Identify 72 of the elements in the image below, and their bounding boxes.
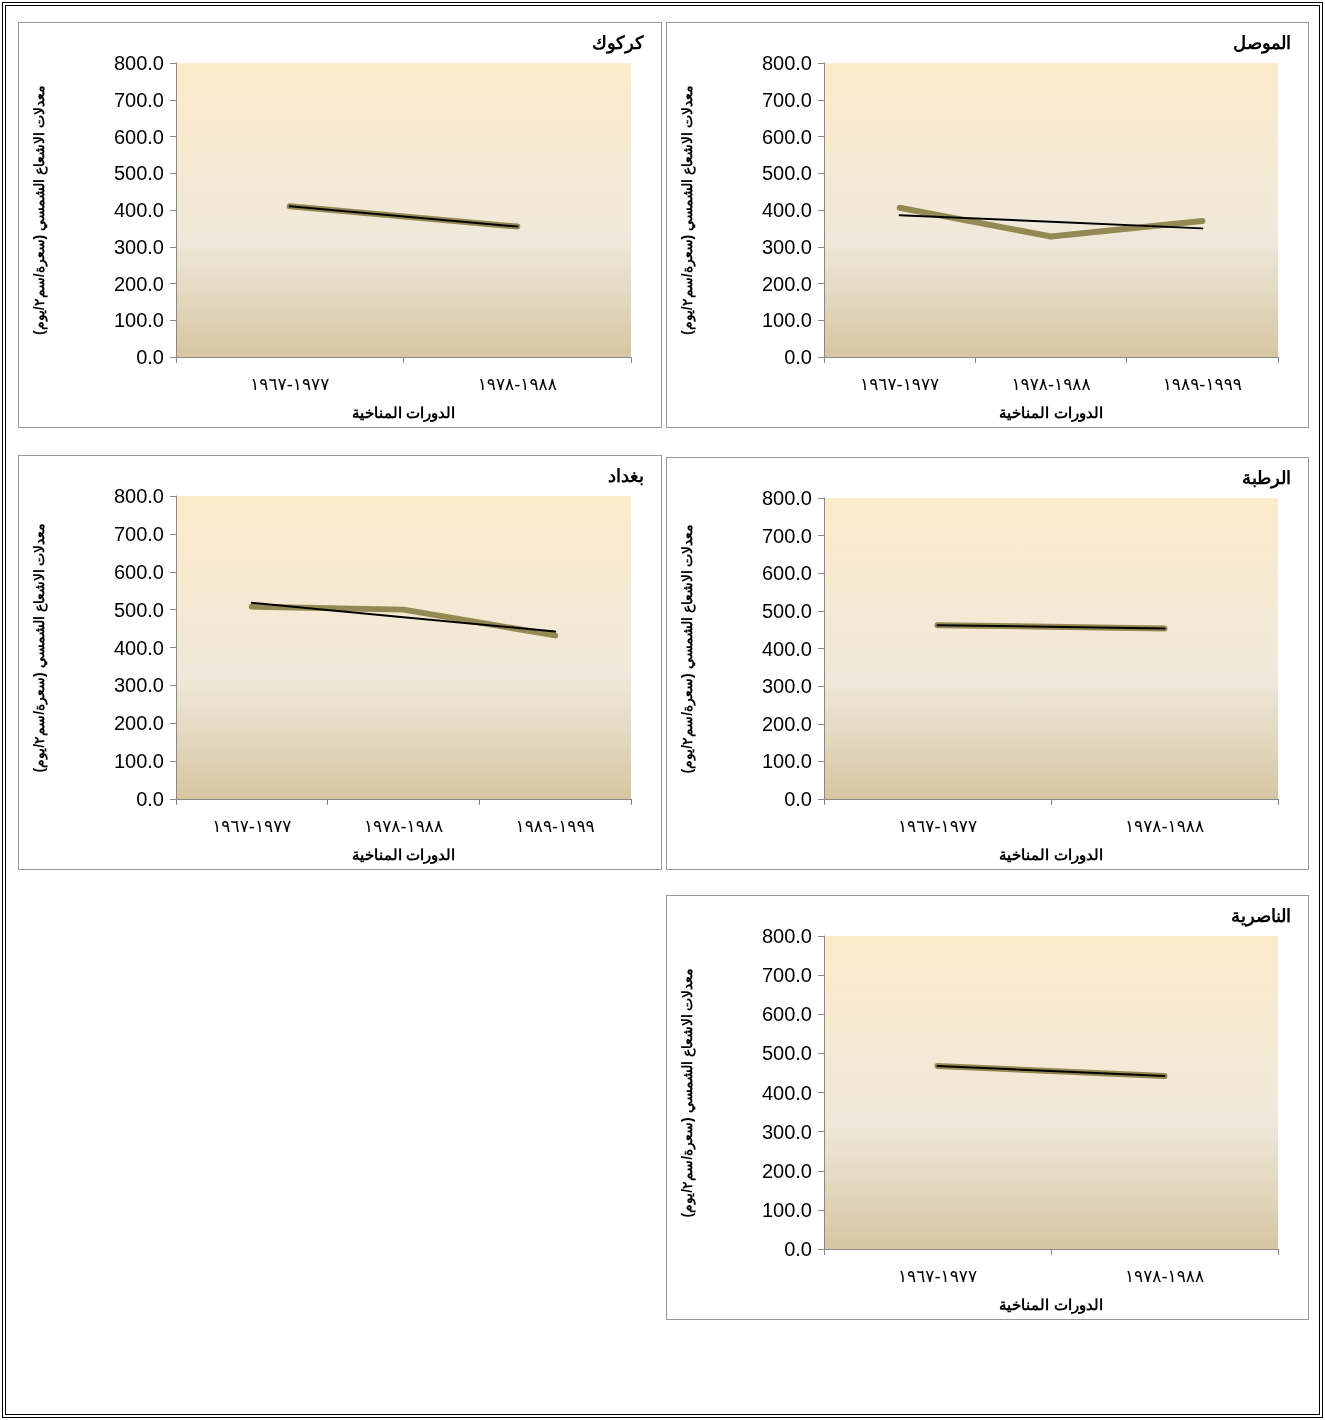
y-tick-label: 400.0 (761, 199, 812, 221)
chart-title: كركوك (592, 33, 644, 54)
y-tick-label: 200.0 (113, 712, 164, 735)
y-tick-label: 0.0 (784, 346, 812, 368)
x-axis-title: الدورات المناخية (999, 846, 1103, 864)
y-tick-label: 400.0 (761, 637, 812, 660)
y-tick-label: 600.0 (761, 1003, 812, 1026)
y-axis-title: معدلات الاشعاع الشمسي (سعرة/سم٢/يوم) (679, 85, 696, 335)
y-tick-label: 500.0 (761, 162, 812, 185)
y-tick-label: 500.0 (113, 598, 164, 621)
y-tick-label: 700.0 (113, 522, 164, 545)
y-tick-label: 200.0 (113, 272, 164, 295)
y-tick-label: 600.0 (113, 125, 164, 148)
y-tick-label: 200.0 (761, 272, 812, 295)
y-tick-label: 100.0 (761, 1198, 812, 1221)
x-axis-title: الدورات المناخية (351, 404, 456, 422)
y-tick-label: 600.0 (761, 562, 812, 585)
x-tick-label: ١٩٨٩-١٩٩٩ (1162, 373, 1242, 394)
x-tick-label: ١٩٧٨-١٩٨٨ (363, 815, 444, 836)
y-tick-label: 0.0 (784, 1238, 812, 1260)
y-tick-label: 800.0 (761, 487, 812, 509)
y-tick-label: 300.0 (761, 675, 812, 698)
chart-title: الموصل (1233, 33, 1291, 54)
x-tick-label: ١٩٦٧-١٩٧٧ (212, 815, 292, 836)
y-axis-title: معدلات الاشعاع الشمسي (سعرة/سم٢/يوم) (31, 522, 48, 773)
y-tick-label: 400.0 (113, 636, 164, 659)
y-tick-label: 600.0 (761, 125, 812, 148)
y-tick-label: 800.0 (113, 52, 164, 74)
y-tick-label: 300.0 (761, 1120, 812, 1143)
y-tick-label: 700.0 (761, 964, 812, 987)
x-tick-label: ١٩٧٨-١٩٨٨ (1124, 815, 1205, 836)
y-axis-title: معدلات الاشعاع الشمسي (سعرة/سم٢/يوم) (31, 85, 48, 335)
y-tick-label: 200.0 (761, 1159, 812, 1182)
chart-title: بغداد (608, 466, 644, 486)
y-tick-label: 700.0 (761, 524, 812, 547)
x-tick-label: ١٩٦٧-١٩٧٧ (897, 1265, 978, 1286)
y-tick-label: 800.0 (113, 485, 164, 507)
y-tick-label: 800.0 (761, 925, 812, 947)
y-tick-label: 100.0 (761, 750, 812, 773)
x-axis-title: الدورات المناخية (999, 404, 1103, 422)
y-tick-label: 300.0 (113, 674, 164, 697)
y-tick-label: 500.0 (761, 1042, 812, 1065)
y-tick-label: 300.0 (113, 235, 164, 258)
x-tick-label: ١٩٨٩-١٩٩٩ (515, 815, 595, 836)
x-tick-label: ١٩٧٨-١٩٨٨ (477, 373, 557, 394)
y-tick-label: 100.0 (113, 309, 164, 332)
y-axis-title: معدلات الاشعاع الشمسي (سعرة/سم٢/يوم) (679, 523, 696, 774)
x-tick-label: ١٩٦٧-١٩٧٧ (860, 373, 940, 394)
y-tick-label: 0.0 (784, 788, 812, 810)
x-tick-label: ١٩٧٨-١٩٨٨ (1124, 1265, 1205, 1286)
y-tick-label: 800.0 (761, 52, 812, 74)
chart-title: الناصرية (1231, 906, 1291, 927)
y-tick-label: 0.0 (136, 788, 164, 810)
y-tick-label: 300.0 (761, 235, 812, 258)
y-tick-label: 400.0 (113, 199, 164, 221)
x-axis-title: الدورات المناخية (999, 1296, 1103, 1314)
y-tick-label: 700.0 (113, 88, 164, 111)
y-tick-label: 400.0 (761, 1081, 812, 1104)
y-tick-label: 700.0 (761, 88, 812, 111)
x-tick-label: ١٩٦٧-١٩٧٧ (250, 373, 330, 394)
x-tick-label: ١٩٦٧-١٩٧٧ (897, 815, 978, 836)
chart-title: الرطبة (1242, 468, 1291, 489)
y-tick-label: 200.0 (761, 712, 812, 735)
x-tick-label: ١٩٧٨-١٩٨٨ (1011, 373, 1091, 394)
y-tick-label: 100.0 (113, 750, 164, 773)
y-tick-label: 100.0 (761, 309, 812, 332)
x-axis-title: الدورات المناخية (351, 846, 456, 864)
y-tick-label: 0.0 (136, 346, 164, 368)
y-axis-title: معدلات الاشعاع الشمسي (سعرة/سم٢/يوم) (679, 967, 696, 1218)
y-tick-label: 600.0 (113, 560, 164, 583)
y-tick-label: 500.0 (113, 162, 164, 185)
y-tick-label: 500.0 (761, 599, 812, 622)
